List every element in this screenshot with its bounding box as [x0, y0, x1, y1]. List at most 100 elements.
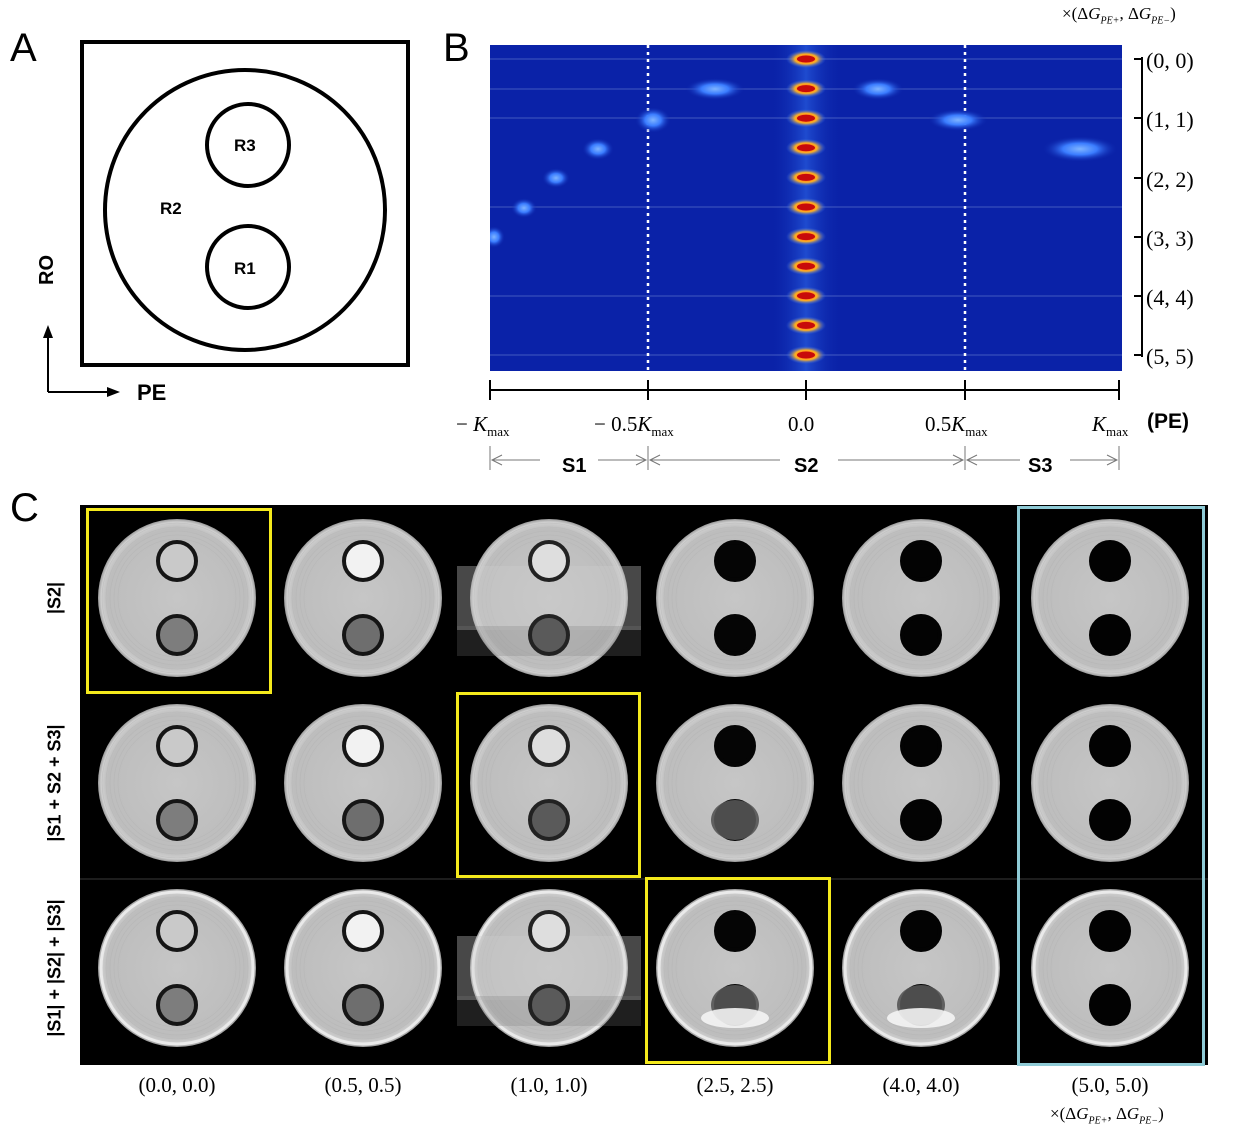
- echo-spot: [928, 109, 988, 131]
- phantom-disk: [1031, 519, 1189, 677]
- region-r3: [714, 540, 756, 582]
- region-r3: [342, 540, 384, 582]
- x-tick-label: − 0.5Kmax: [594, 412, 674, 440]
- region-r1-label: R1: [234, 259, 256, 278]
- region-r3: [156, 910, 198, 952]
- edge-halo: [657, 890, 813, 1046]
- grid-background: [80, 505, 1208, 1065]
- region-r3: [900, 910, 942, 952]
- echo-spot: [685, 78, 745, 100]
- column-label: (0.5, 0.5): [324, 1073, 402, 1097]
- region-r3: [528, 540, 570, 582]
- center-echo-core: [797, 292, 815, 300]
- phantom-image: [842, 519, 1000, 677]
- segment-s3-label: S3: [1028, 455, 1053, 477]
- phantom-disk: [470, 704, 628, 862]
- y-tick-label: (3, 3): [1146, 226, 1194, 251]
- signal-leak: [711, 800, 759, 840]
- central-echo-column: [786, 50, 826, 364]
- highlight-box: [645, 877, 831, 1064]
- bright-artifact: [701, 1008, 769, 1028]
- segment-s2-label: S2: [794, 455, 819, 477]
- region-r3: [900, 540, 942, 582]
- phantom-image: [656, 704, 814, 862]
- phantom-image: [284, 889, 442, 1047]
- phantom-image: [842, 889, 1000, 1047]
- region-r3: [900, 725, 942, 767]
- echo-spot: [582, 138, 614, 160]
- edge-halo: [99, 890, 255, 1046]
- y-axis-bracket: [1134, 57, 1143, 357]
- highlight-box: [456, 692, 641, 878]
- echo-spot: [490, 226, 505, 248]
- x-axis-ruler: [489, 380, 1120, 470]
- phantom-image: [656, 889, 814, 1047]
- x-tick-label: 0.0: [788, 412, 815, 436]
- region-r3: [1089, 910, 1131, 952]
- echo-spots: [490, 78, 1118, 248]
- phantom-disk: [98, 704, 256, 862]
- phantom-disk: [656, 704, 814, 862]
- phantom-disk: [842, 519, 1000, 677]
- region-r3: [1089, 725, 1131, 767]
- center-echo-core: [797, 203, 815, 211]
- center-echo-core: [797, 85, 815, 93]
- region-r1: [528, 984, 570, 1026]
- panel-b-letter: B: [443, 26, 470, 70]
- region-r1: [1089, 984, 1131, 1026]
- y-tick-label: (0, 0): [1146, 48, 1194, 73]
- edge-halo: [471, 890, 627, 1046]
- region-r3: [528, 910, 570, 952]
- phantom-disk: [98, 889, 256, 1047]
- phantom-disk: [470, 519, 628, 677]
- panel-a-diagram: [43, 40, 410, 397]
- column-label: (4.0, 4.0): [882, 1073, 960, 1097]
- phantom-disk: [284, 704, 442, 862]
- edge-halo: [843, 890, 999, 1046]
- column-label: (0.0, 0.0): [138, 1073, 216, 1097]
- x-tick-label: 0.5Kmax: [925, 412, 988, 440]
- echo-spot: [542, 168, 570, 188]
- ro-arrow-icon: [43, 325, 53, 338]
- phantom-image: [284, 704, 442, 862]
- region-r3: [714, 725, 756, 767]
- region-r1: [342, 799, 384, 841]
- center-echo-core: [797, 233, 815, 241]
- panel-b-unit-label: ×(ΔGPE+, ΔGPE−): [1062, 4, 1176, 27]
- row-label: |S1 + S2 + S3|: [44, 724, 65, 842]
- center-echo-core: [797, 321, 815, 329]
- phantom-image: [98, 889, 256, 1047]
- panel-c-letter: C: [10, 486, 39, 530]
- phantom-disk: [284, 519, 442, 677]
- phantom-disk: [1031, 704, 1189, 862]
- segment-boundaries: [646, 45, 967, 371]
- region-r3-label: R3: [234, 136, 256, 155]
- region-r3: [714, 910, 756, 952]
- edge-halo: [285, 890, 441, 1046]
- phantom-disk: [656, 519, 814, 677]
- panel-a-letter: A: [10, 26, 37, 70]
- phantom-image: [1031, 889, 1189, 1047]
- region-r3: [342, 725, 384, 767]
- region-r1: [156, 984, 198, 1026]
- ro-axis-label: RO: [36, 255, 58, 285]
- phantom-image: [98, 704, 256, 862]
- phantom-disk: [842, 889, 1000, 1047]
- phantom-disk: [1031, 889, 1189, 1047]
- phantom-image: [457, 519, 641, 677]
- region-r1: [528, 614, 570, 656]
- phantom-image: [457, 889, 641, 1047]
- column-label: (1.0, 1.0): [510, 1073, 588, 1097]
- region-r1: [1089, 799, 1131, 841]
- region-r1: [342, 614, 384, 656]
- region-r1: [342, 984, 384, 1026]
- center-echo-core: [797, 144, 815, 152]
- region-r2-label: R2: [160, 199, 182, 218]
- echo-spot: [635, 107, 671, 133]
- region-r1-circle: [205, 224, 291, 310]
- phantom-image: [656, 519, 814, 677]
- center-echo-core: [797, 351, 815, 359]
- kspace-heatmap: [490, 45, 1122, 371]
- y-tick-label: (1, 1): [1146, 107, 1194, 132]
- x-tick-label: − Kmax: [456, 412, 510, 440]
